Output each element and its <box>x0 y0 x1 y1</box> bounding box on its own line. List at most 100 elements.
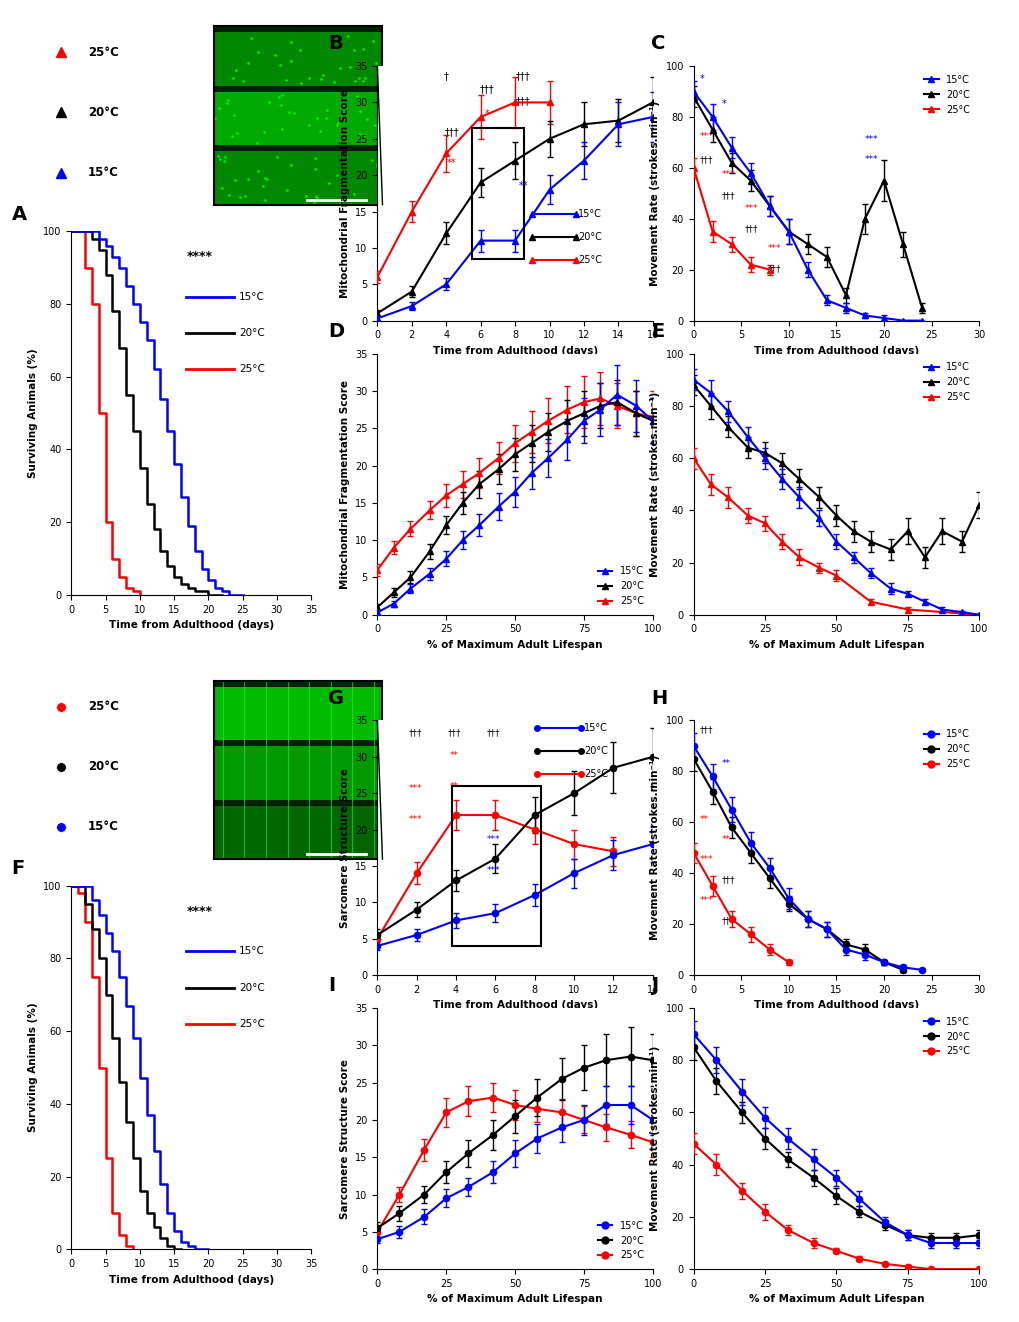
Text: **: ** <box>449 781 459 791</box>
Text: ***: *** <box>721 171 735 180</box>
Text: 15°C: 15°C <box>578 209 602 218</box>
Text: †††: ††† <box>444 127 459 137</box>
Text: 25°C: 25°C <box>238 1019 265 1029</box>
Text: ***: *** <box>699 855 712 865</box>
X-axis label: % of Maximum Adult Lifespan: % of Maximum Adult Lifespan <box>748 640 923 650</box>
Text: E: E <box>650 321 663 341</box>
Bar <box>214 805 382 859</box>
Text: †††: ††† <box>721 190 735 200</box>
Legend: 15°C, 20°C, 25°C: 15°C, 20°C, 25°C <box>919 71 973 119</box>
Text: **: ** <box>721 836 731 843</box>
Text: 15°C: 15°C <box>238 292 265 301</box>
Text: *: * <box>699 74 703 83</box>
Y-axis label: Surviving Animals (%): Surviving Animals (%) <box>28 1002 38 1133</box>
Y-axis label: Movement Rate (strokes.min⁻¹): Movement Rate (strokes.min⁻¹) <box>649 1046 659 1231</box>
Text: G: G <box>327 689 343 707</box>
Legend: 15°C, 20°C, 25°C: 15°C, 20°C, 25°C <box>919 1013 973 1060</box>
Text: *: * <box>721 99 727 110</box>
Text: J: J <box>650 976 657 995</box>
Y-axis label: Sarcomere Structure Score: Sarcomere Structure Score <box>339 768 350 928</box>
Y-axis label: Movement Rate (strokes.min⁻¹): Movement Rate (strokes.min⁻¹) <box>649 100 659 286</box>
Text: ****: **** <box>186 904 212 917</box>
X-axis label: % of Maximum Adult Lifespan: % of Maximum Adult Lifespan <box>748 1294 923 1305</box>
Text: 15°C: 15°C <box>88 167 118 178</box>
X-axis label: Time from Adulthood (days): Time from Adulthood (days) <box>432 346 597 356</box>
Text: †††: ††† <box>480 83 494 94</box>
Text: 15°C: 15°C <box>583 723 607 734</box>
Text: †††: ††† <box>447 728 461 738</box>
Bar <box>214 686 382 740</box>
Text: 25°C: 25°C <box>88 701 118 713</box>
Text: †: † <box>443 71 448 81</box>
Text: 25°C: 25°C <box>578 255 602 264</box>
Text: †††: ††† <box>721 875 735 884</box>
Text: ***: *** <box>864 155 877 164</box>
Text: †††: ††† <box>744 223 758 233</box>
Text: ***: *** <box>486 866 499 875</box>
X-axis label: Time from Adulthood (days): Time from Adulthood (days) <box>753 1001 918 1010</box>
Text: A: A <box>11 205 26 225</box>
Text: **: ** <box>699 814 707 824</box>
Text: 20°C: 20°C <box>88 106 118 119</box>
Text: ***: *** <box>864 135 877 144</box>
Text: †††: ††† <box>721 916 735 925</box>
Y-axis label: Movement Rate (strokes.min⁻¹): Movement Rate (strokes.min⁻¹) <box>649 391 659 576</box>
Text: ***: *** <box>699 896 712 906</box>
Bar <box>451 785 540 947</box>
X-axis label: Time from Adulthood (days): Time from Adulthood (days) <box>432 1001 597 1010</box>
Text: 15°C: 15°C <box>88 821 118 833</box>
Text: †††: ††† <box>699 155 712 164</box>
Text: *: * <box>485 110 489 119</box>
Bar <box>472 128 523 259</box>
Text: 25°C: 25°C <box>238 365 265 374</box>
Text: 20°C: 20°C <box>238 982 265 993</box>
X-axis label: % of Maximum Adult Lifespan: % of Maximum Adult Lifespan <box>427 1294 602 1305</box>
Y-axis label: Sarcomere Structure Score: Sarcomere Structure Score <box>339 1059 350 1219</box>
Legend: 15°C, 20°C, 25°C: 15°C, 20°C, 25°C <box>593 562 647 609</box>
Text: †††: ††† <box>486 728 499 738</box>
Legend: 15°C, 20°C, 25°C: 15°C, 20°C, 25°C <box>593 1216 647 1264</box>
Text: C: C <box>650 34 664 53</box>
Text: †††: ††† <box>699 726 712 735</box>
Text: B: B <box>327 34 342 53</box>
Bar <box>214 151 382 205</box>
Text: **: ** <box>446 157 457 168</box>
Text: 15°C: 15°C <box>238 947 265 956</box>
Y-axis label: Mitochondrial Fragmentation Score: Mitochondrial Fragmentation Score <box>339 89 350 297</box>
Text: 25°C: 25°C <box>583 769 607 779</box>
Text: ***: *** <box>744 204 758 213</box>
Text: ***: *** <box>486 836 499 843</box>
Text: †††: ††† <box>516 97 530 107</box>
Text: **: ** <box>449 751 459 760</box>
Text: 20°C: 20°C <box>88 760 118 773</box>
Text: 20°C: 20°C <box>583 746 607 756</box>
Text: 25°C: 25°C <box>88 46 118 58</box>
Text: ***: *** <box>767 245 781 254</box>
Bar <box>214 32 382 86</box>
Legend: 15°C, 20°C, 25°C: 15°C, 20°C, 25°C <box>919 358 973 406</box>
Bar <box>214 746 382 800</box>
Text: †††: ††† <box>409 728 422 738</box>
X-axis label: Time from Adulthood (days): Time from Adulthood (days) <box>753 346 918 356</box>
Text: I: I <box>327 976 334 995</box>
Text: 20°C: 20°C <box>238 328 265 338</box>
Text: H: H <box>650 689 666 707</box>
Y-axis label: Mitochondrial Fragmentation Score: Mitochondrial Fragmentation Score <box>339 379 350 588</box>
Text: ***: *** <box>699 132 712 141</box>
Y-axis label: Movement Rate (strokes.min⁻¹): Movement Rate (strokes.min⁻¹) <box>649 755 659 940</box>
Text: ***: *** <box>409 784 422 793</box>
Text: †††: ††† <box>516 71 530 81</box>
Text: **: ** <box>721 759 731 768</box>
X-axis label: Time from Adulthood (days): Time from Adulthood (days) <box>109 1274 273 1285</box>
Text: **: ** <box>518 181 528 190</box>
X-axis label: % of Maximum Adult Lifespan: % of Maximum Adult Lifespan <box>427 640 602 650</box>
Text: †††: ††† <box>767 264 781 274</box>
Text: D: D <box>327 321 343 341</box>
Text: F: F <box>11 859 24 879</box>
X-axis label: Time from Adulthood (days): Time from Adulthood (days) <box>109 620 273 631</box>
Text: 20°C: 20°C <box>578 231 602 242</box>
Legend: 15°C, 20°C, 25°C: 15°C, 20°C, 25°C <box>919 726 973 773</box>
Y-axis label: Surviving Animals (%): Surviving Animals (%) <box>28 348 38 479</box>
Text: ***: *** <box>409 814 422 824</box>
Bar <box>214 91 382 145</box>
